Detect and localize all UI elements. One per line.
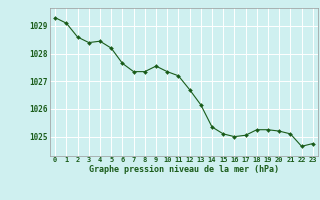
X-axis label: Graphe pression niveau de la mer (hPa): Graphe pression niveau de la mer (hPa) xyxy=(89,165,279,174)
